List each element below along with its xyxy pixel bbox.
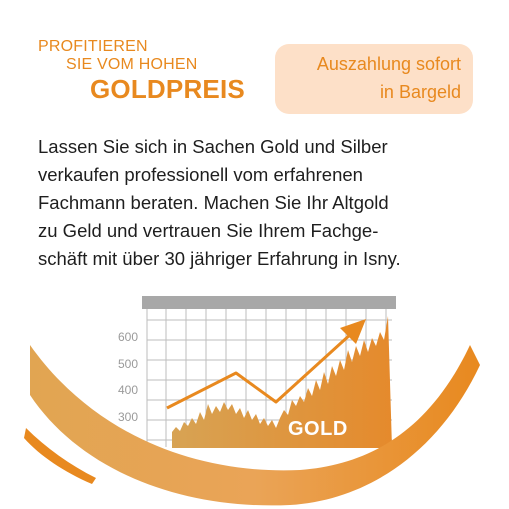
decorative-swoosh — [24, 428, 96, 484]
headline: PROFITIEREN SIE VOM HOHEN GOLDPREIS — [38, 38, 278, 104]
body-line: zu Geld und vertrauen Sie Ihrem Fachge- — [38, 220, 379, 241]
headline-line-2: SIE VOM HOHEN — [66, 56, 198, 73]
body-line: schäft mit über 30 jähriger Erfahrung in… — [38, 248, 401, 269]
body-line: Lassen Sie sich in Sachen Gold und Silbe… — [38, 136, 388, 157]
body-line: Fachmann beraten. Machen Sie Ihr Altgold — [38, 192, 389, 213]
headline-line-1: PROFITIEREN — [38, 38, 148, 55]
gold-label: GOLD — [288, 418, 348, 440]
badge-line-1: Auszahlung sofort — [316, 54, 461, 74]
gold-price-area — [172, 316, 392, 448]
payout-badge: Auszahlung sofort in Bargeld — [275, 44, 473, 114]
trend-line — [166, 331, 354, 410]
body-line: verkaufen professionell vom erfahrenen — [38, 164, 363, 185]
y-tick-label: 500 — [118, 357, 138, 371]
decorative-arc — [30, 345, 480, 506]
y-tick-label: 600 — [118, 330, 138, 344]
y-tick-label: 400 — [118, 383, 138, 397]
badge-line-2: in Bargeld — [379, 82, 461, 102]
y-tick-label: 300 — [118, 410, 138, 424]
headline-goldpreis: GOLDPREIS — [90, 74, 245, 104]
body-text: Lassen Sie sich in Sachen Gold und Silbe… — [38, 133, 478, 273]
trend-arrow-icon — [340, 319, 366, 344]
chart-header-bar — [142, 296, 396, 309]
